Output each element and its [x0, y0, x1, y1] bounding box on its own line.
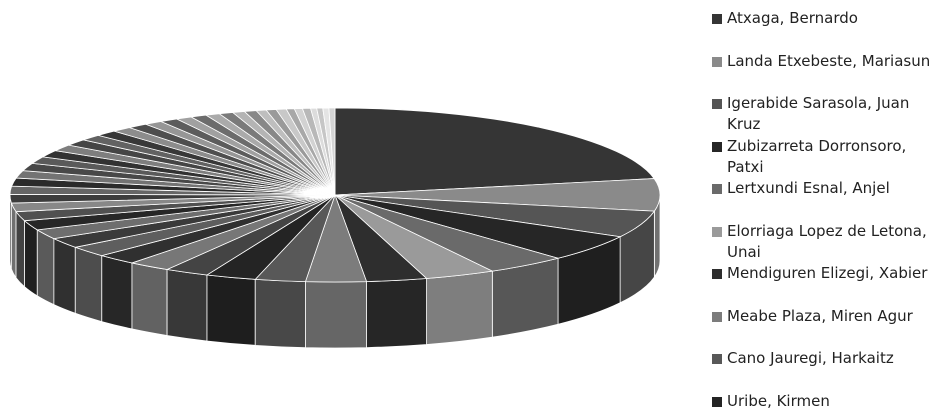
legend-label: Uribe, Kirmen — [727, 391, 830, 410]
legend-label: Zubizarreta Dorronsoro, Patxi — [727, 136, 907, 176]
legend-swatch — [712, 99, 722, 109]
slice-side — [426, 270, 493, 345]
slice-side — [15, 210, 25, 288]
legend-entry: Igerabide Sarasola, Juan Kruz — [712, 93, 931, 135]
legend-label: Lertxundi Esnal, Anjel — [727, 179, 890, 197]
slice-side — [101, 255, 133, 330]
legend-entry: Landa Etxebeste, Mariasun — [712, 51, 931, 72]
legend-swatch — [712, 396, 722, 407]
slice-side — [53, 238, 76, 314]
slice-side — [24, 219, 38, 297]
slice-side — [206, 274, 256, 346]
legend-entry: Meabe Plaza, Miren Agur — [712, 306, 931, 327]
legend-label: Landa Etxebeste, Mariasun — [727, 51, 931, 70]
legend-entry: Uribe, Kirmen — [712, 391, 931, 412]
slice — [334, 178, 661, 212]
legend-entry: Cano Jauregi, Harkaitz — [712, 348, 931, 369]
legend-entry: Atxaga, Bernardo — [712, 8, 931, 29]
legend-entry: Zubizarreta Dorronsoro, Patxi — [712, 136, 931, 178]
legend-label: Elorriaga Lopez de Letona, Unai — [727, 221, 927, 261]
legend-entry: Lertxundi Esnal, Anjel — [712, 178, 931, 199]
legend-swatch — [712, 226, 722, 237]
slice — [334, 107, 655, 196]
legend-label: Meabe Plaza, Miren Agur — [727, 306, 913, 325]
legend-swatch — [712, 14, 722, 24]
slice-side — [131, 262, 168, 336]
legend-swatch — [712, 354, 722, 364]
slice-side — [254, 278, 306, 349]
slice-side — [491, 257, 559, 338]
slice-side — [74, 246, 103, 323]
legend-swatch — [712, 184, 722, 194]
slice-side — [366, 278, 427, 348]
legend-swatch — [712, 56, 722, 67]
legend-swatch — [712, 269, 722, 279]
legend-label: Cano Jauregi, Harkaitz — [727, 349, 894, 367]
slice-side — [36, 229, 55, 306]
slice-side — [10, 202, 17, 279]
legend-entry: Mendiguren Elizegi, Xabier — [712, 263, 931, 284]
pie-chart — [9, 107, 661, 349]
slice-side — [305, 281, 367, 349]
slice — [328, 107, 336, 196]
legend-label: Igerabide Sarasola, Juan Kruz — [727, 94, 910, 133]
legend-label: Mendiguren Elizegi, Xabier — [727, 264, 928, 282]
slice-side — [166, 269, 208, 342]
legend-entry: Elorriaga Lopez de Letona, Unai — [712, 221, 931, 263]
legend-label: Atxaga, Bernardo — [727, 9, 858, 27]
legend-swatch — [712, 311, 722, 322]
legend-swatch — [712, 141, 722, 152]
